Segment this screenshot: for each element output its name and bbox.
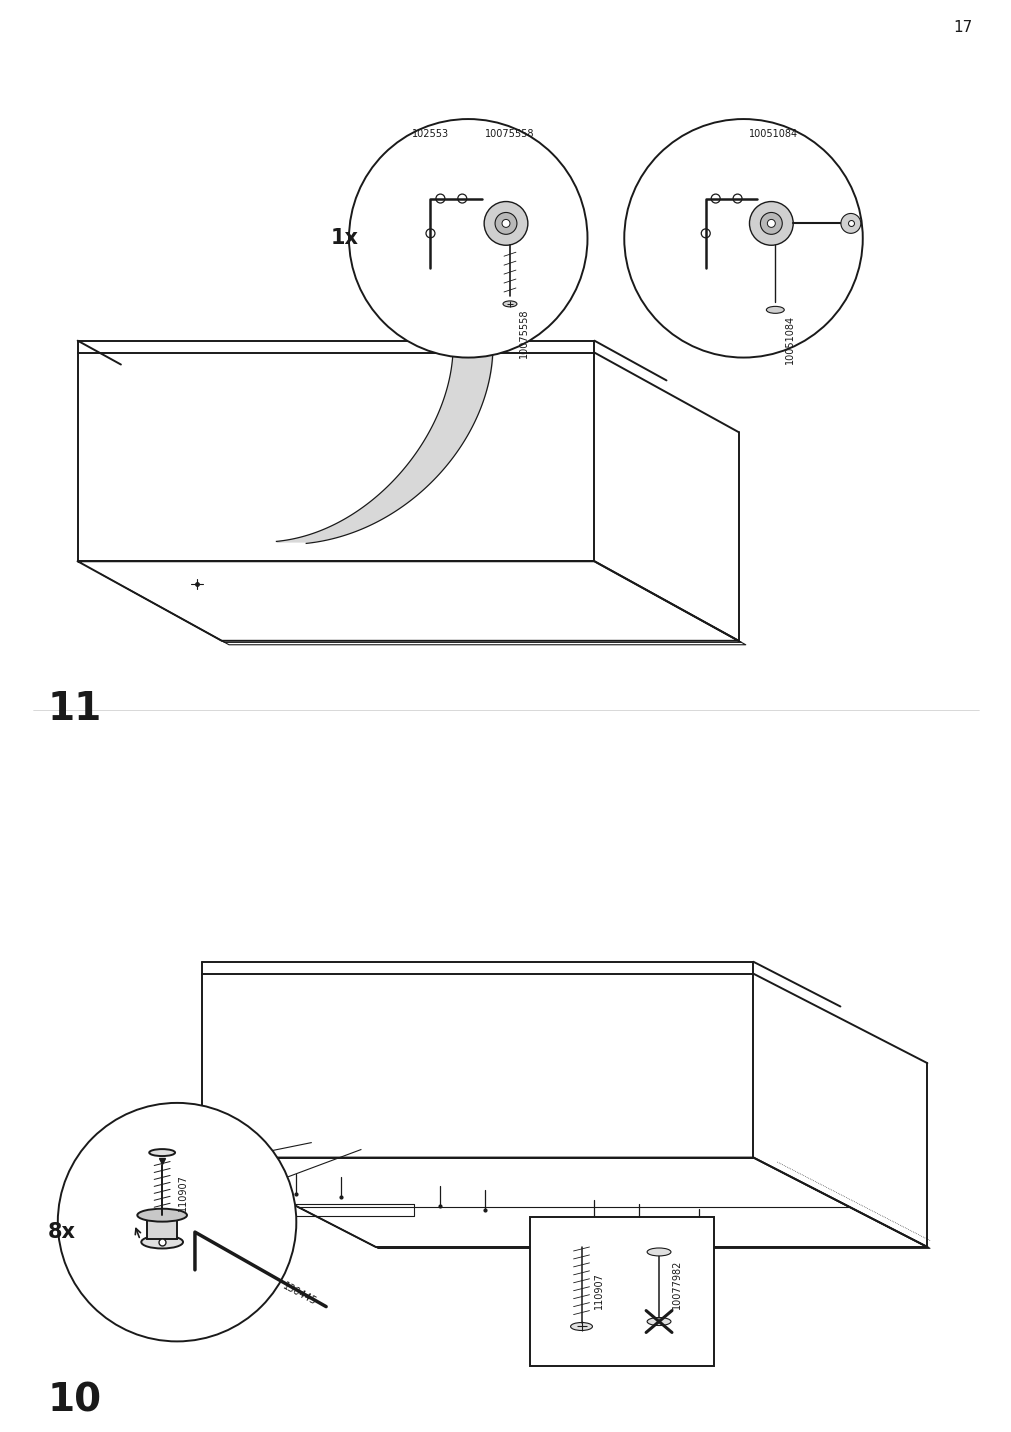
- Ellipse shape: [646, 1317, 670, 1326]
- Text: 11: 11: [48, 690, 102, 729]
- Text: 1x: 1x: [331, 228, 359, 248]
- Bar: [530, 1217, 713, 1366]
- Text: 130445: 130445: [281, 1280, 318, 1306]
- Ellipse shape: [765, 306, 784, 314]
- Circle shape: [494, 212, 517, 235]
- Circle shape: [624, 119, 862, 358]
- Ellipse shape: [149, 1148, 175, 1156]
- Text: 110907: 110907: [178, 1174, 188, 1211]
- Circle shape: [759, 212, 782, 235]
- Text: 110907: 110907: [593, 1272, 604, 1309]
- Text: 10051084: 10051084: [785, 315, 795, 364]
- Ellipse shape: [142, 1236, 183, 1249]
- Text: 10077982: 10077982: [671, 1259, 681, 1309]
- Text: 10: 10: [48, 1380, 102, 1419]
- Text: 10075558: 10075558: [519, 309, 529, 358]
- Ellipse shape: [137, 1209, 187, 1221]
- Circle shape: [840, 213, 860, 233]
- FancyBboxPatch shape: [147, 1217, 177, 1239]
- Text: 102553: 102553: [411, 129, 449, 139]
- Ellipse shape: [570, 1323, 591, 1330]
- Text: 8x: 8x: [48, 1221, 76, 1242]
- Circle shape: [349, 119, 587, 358]
- Text: 10075558: 10075558: [484, 129, 534, 139]
- Text: 10051084: 10051084: [748, 129, 797, 139]
- Circle shape: [58, 1103, 296, 1342]
- Ellipse shape: [502, 301, 517, 306]
- Circle shape: [483, 202, 528, 245]
- Circle shape: [749, 202, 793, 245]
- Circle shape: [766, 219, 774, 228]
- Text: 17: 17: [952, 20, 972, 34]
- Ellipse shape: [646, 1247, 670, 1256]
- Circle shape: [501, 219, 510, 228]
